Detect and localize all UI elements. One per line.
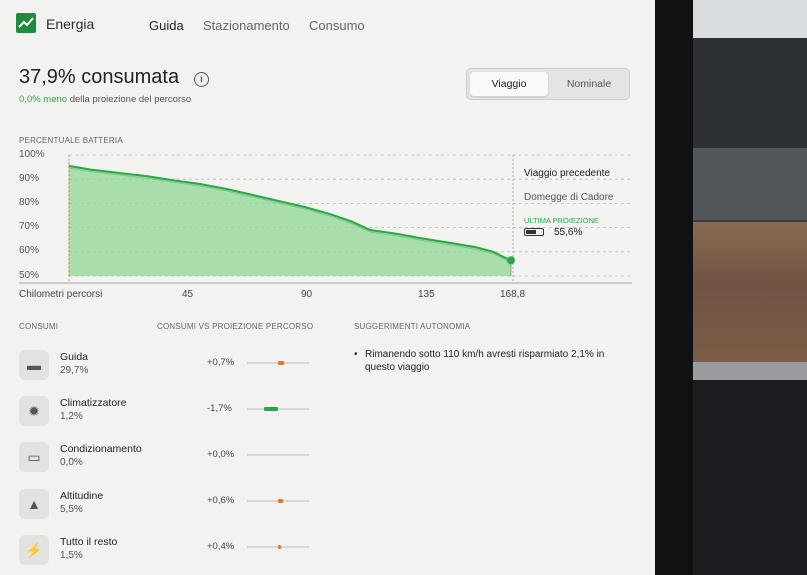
mountain-icon: ▲ [19,489,49,519]
mode-option-nominale[interactable]: Nominale [566,78,612,90]
row-delta-climatizzatore: -1,7% [207,403,232,414]
battery-line [68,164,512,262]
x-axis-label: Chilometri percorsi [19,289,103,300]
dashboard-background [693,0,807,575]
current-point [507,256,515,265]
previous-trip-title[interactable]: Viaggio precedente [524,168,610,179]
row-name-tutto-il-resto: Tutto il resto [60,536,118,548]
projection-subtitle: 0,0% meno della proiezione del percorso [19,94,191,105]
row-delta-tutto-il-resto: +0,4% [207,541,235,552]
x-tick-label: 90 [301,289,313,300]
delta-track [247,361,309,365]
row-name-altitudine: Altitudine [60,490,104,502]
app-title: Energia [46,16,95,32]
consumption-vs-projection-header: CONSUMI VS PROIEZIONE PERCORSO [157,322,314,331]
y-tick-label: 60% [19,245,40,256]
row-delta-condizionamento: +0,0% [207,449,235,460]
row-value-climatizzatore: 1,2% [60,411,83,422]
row-delta-altitudine: +0,6% [207,495,235,506]
tip-bullet: • [354,349,358,360]
x-tick-label: 168,8 [500,289,526,300]
y-tick-label: 100% [19,149,45,160]
battery-icon [524,228,544,236]
last-projection-value: 55,6% [554,227,583,238]
y-tick-label: 70% [19,221,40,232]
delta-mark [278,545,282,549]
fan-icon: ✹ [19,396,49,426]
last-projection-label: ULTIMA PROIEZIONE [524,216,599,225]
previous-trip-place: Domegge di Cadore [524,192,614,203]
delta-mark [278,499,283,503]
consumed-title: 37,9% consumata [19,66,180,88]
consumption-header: CONSUMI [19,322,59,331]
row-name-climatizzatore: Climatizzatore [60,397,127,409]
car-icon: ▬ [19,350,49,380]
delta-track [247,407,309,411]
row-name-guida: Guida [60,351,89,363]
tab-guida[interactable]: Guida [149,18,184,33]
row-delta-guida: +0,7% [207,357,235,368]
row-value-tutto-il-resto: 1,5% [60,550,83,561]
delta-mark [264,407,278,411]
chart-section-label: PERCENTUALE BATTERIA [19,136,123,145]
x-tick-label: 45 [182,289,194,300]
mode-option-viaggio[interactable]: Viaggio [470,72,548,96]
y-tick-label: 90% [19,173,40,184]
mode-toggle: Viaggio Nominale [466,68,630,100]
energy-screen: Energia Guida Stazionamento Consumo 37,9… [0,0,655,575]
screen-bezel [655,0,693,575]
y-tick-label: 80% [19,197,40,208]
x-tick-label: 135 [418,289,435,300]
row-value-condizionamento: 0,0% [60,457,83,468]
subtitle-rest: della proiezione del percorso [69,94,192,105]
lightning-icon: ⚡ [19,535,49,565]
header: Energia Guida Stazionamento Consumo [0,0,655,52]
battery-chart [19,154,632,284]
delta-track [247,545,309,549]
projection-line [68,167,512,263]
row-name-condizionamento: Condizionamento [60,443,142,455]
row-value-guida: 29,7% [60,365,89,376]
delta-track [247,454,309,456]
row-value-altitudine: 5,5% [60,504,83,515]
energy-chart-icon [16,13,36,33]
delta-mark [278,361,284,365]
tip-text: Rimanendo sotto 110 km/h avresti risparm… [365,349,605,373]
battery-icon: ▭ [19,442,49,472]
delta-track [247,499,309,503]
tips-header: SUGGERIMENTI AUTONOMIA [354,322,471,331]
tab-stazionamento[interactable]: Stazionamento [203,18,290,33]
battery-area-fill [69,165,511,276]
y-tick-label: 50% [19,270,40,281]
subtitle-highlight: 0,0% meno [19,94,68,105]
tab-consumo[interactable]: Consumo [309,18,365,33]
info-icon[interactable]: i [194,72,209,87]
